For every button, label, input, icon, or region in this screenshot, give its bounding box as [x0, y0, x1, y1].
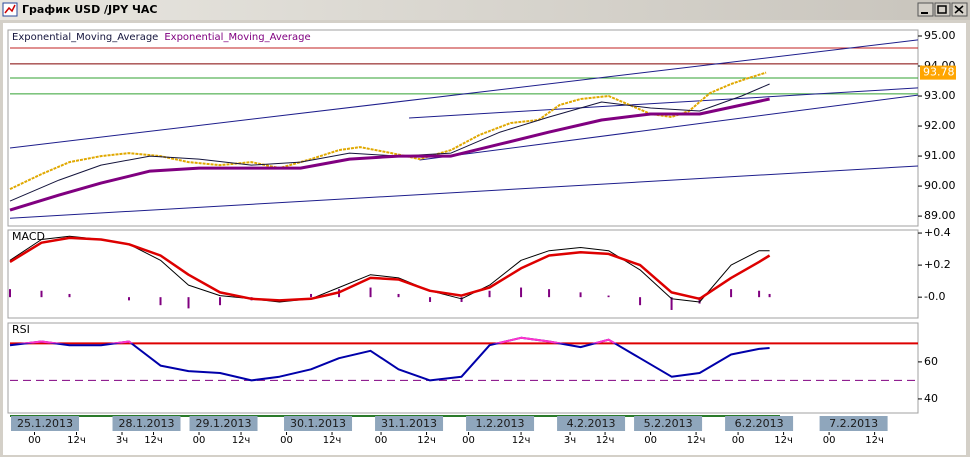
date-label-box [284, 416, 353, 431]
price-marker [920, 65, 956, 80]
panel-title: RSI [12, 323, 30, 336]
trend-line [409, 87, 918, 119]
y-tick-label: +0.4 [924, 226, 951, 239]
hour-label: 12ч [67, 435, 86, 446]
panel-frame [7, 229, 919, 319]
date-label-box [725, 416, 794, 431]
legend-entry: Exponential_Moving_Average [164, 32, 310, 43]
date-label: 4.2.2013 [567, 417, 616, 430]
date-label: 30.1.2013 [290, 417, 346, 430]
date-label: 5.2.2013 [644, 417, 693, 430]
date-label-box [375, 416, 444, 431]
date-label: 25.1.2013 [17, 417, 73, 430]
macd-line [9, 235, 770, 303]
hour-label: 3ч [116, 435, 128, 446]
hour-label: 00 [462, 435, 475, 446]
minimize-button[interactable] [917, 2, 934, 17]
hour-label: 00 [644, 435, 657, 446]
y-tick-label: 95.00 [924, 29, 956, 42]
legend-entry: Exponential_Moving_Average [12, 32, 158, 43]
hour-label: 12ч [232, 435, 251, 446]
hour-label: 12ч [512, 435, 531, 446]
y-tick-label: -0.0 [924, 290, 945, 303]
price-marker-label: 93.78 [923, 66, 955, 79]
date-label-box [189, 416, 258, 431]
date-label-box [112, 416, 181, 431]
hour-label: 12ч [687, 435, 706, 446]
hour-label: 00 [280, 435, 293, 446]
date-label: 7.2.2013 [829, 417, 878, 430]
hour-label: 00 [28, 435, 41, 446]
macd-line [9, 236, 771, 302]
window-title: График USD /JPY ЧАС [22, 3, 157, 16]
trend-line [9, 165, 918, 219]
hour-label: 12ч [323, 435, 342, 446]
trend-line [419, 94, 918, 161]
y-tick-label: 93.00 [924, 89, 956, 102]
hour-label: 00 [732, 435, 745, 446]
date-label-box [634, 416, 703, 431]
hour-label: 12ч [596, 435, 615, 446]
chart-background [3, 23, 966, 455]
date-label-box [466, 416, 535, 431]
y-tick-label: 90.00 [924, 179, 956, 192]
hour-label: 3ч [564, 435, 576, 446]
hour-label: 12ч [417, 435, 436, 446]
hour-label: 12ч [144, 435, 163, 446]
date-label-box [557, 416, 626, 431]
y-tick-label: 91.00 [924, 149, 956, 162]
ema-line [9, 97, 770, 212]
hour-label: 00 [193, 435, 206, 446]
panel-frame [7, 29, 919, 227]
window-icon-graph [4, 4, 16, 14]
date-label: 1.2.2013 [476, 417, 525, 430]
close-button[interactable] [951, 2, 968, 17]
date-label-box [819, 416, 888, 431]
y-tick-label: 92.00 [924, 119, 956, 132]
rsi-line [9, 336, 770, 382]
y-tick-label: 40 [924, 392, 938, 405]
date-label: 6.2.2013 [735, 417, 784, 430]
title-bar [0, 0, 970, 20]
hour-label: 00 [375, 435, 388, 446]
date-label: 28.1.2013 [119, 417, 175, 430]
y-tick-label: +0.2 [924, 258, 951, 271]
date-label-box [11, 416, 80, 431]
hour-label: 00 [823, 435, 836, 446]
panel-frame [7, 322, 919, 414]
hour-label: 12ч [865, 435, 884, 446]
date-label: 31.1.2013 [381, 417, 437, 430]
panel-title: MACD [12, 230, 45, 243]
hour-label: 12ч [774, 435, 793, 446]
maximize-button[interactable] [934, 2, 951, 17]
trend-line [9, 39, 918, 149]
plots: 95.0094.0093.0092.0091.0090.0089.00Expon… [7, 29, 956, 446]
y-tick-label: 89.00 [924, 209, 956, 222]
date-label: 29.1.2013 [196, 417, 252, 430]
y-tick-label: 60 [924, 355, 938, 368]
